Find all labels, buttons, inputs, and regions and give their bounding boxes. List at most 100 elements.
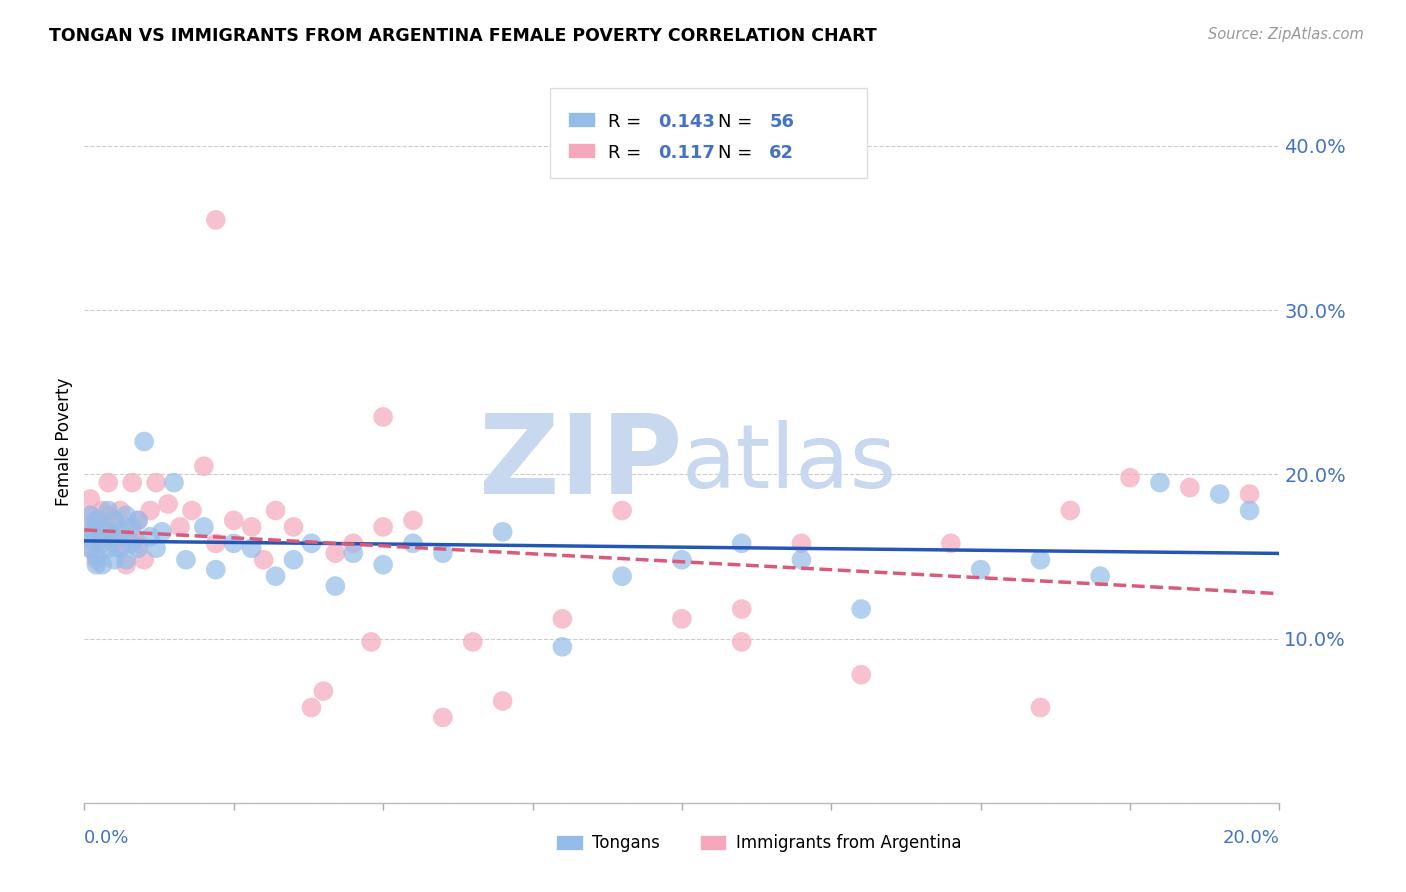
Point	[121, 536, 143, 550]
Point	[312, 684, 335, 698]
Text: TONGAN VS IMMIGRANTS FROM ARGENTINA FEMALE POVERTY CORRELATION CHART: TONGAN VS IMMIGRANTS FROM ARGENTINA FEMA…	[49, 27, 877, 45]
Point	[264, 569, 287, 583]
Point	[139, 530, 162, 544]
Point	[86, 520, 108, 534]
Point	[551, 612, 574, 626]
Point	[373, 558, 395, 572]
Point	[283, 553, 305, 567]
Point	[402, 513, 425, 527]
Point	[222, 536, 245, 550]
Point	[79, 533, 101, 547]
Point	[91, 530, 114, 544]
Text: Source: ZipAtlas.com: Source: ZipAtlas.com	[1208, 27, 1364, 42]
Point	[253, 553, 276, 567]
Text: R =: R =	[607, 145, 647, 162]
Point	[97, 530, 120, 544]
Bar	[568, 144, 595, 158]
Bar	[557, 835, 582, 850]
Point	[103, 530, 125, 544]
Point	[342, 536, 364, 550]
Point	[373, 520, 395, 534]
Point	[97, 503, 120, 517]
Point	[79, 541, 101, 556]
Point	[205, 212, 228, 227]
Point	[91, 530, 114, 544]
Text: ZIP: ZIP	[478, 409, 682, 516]
Point	[127, 536, 149, 550]
Point	[492, 524, 515, 539]
Point	[301, 700, 323, 714]
Point	[432, 546, 454, 560]
Point	[790, 553, 813, 567]
Point	[283, 520, 305, 534]
Text: 20.0%: 20.0%	[1223, 829, 1279, 847]
Point	[1059, 503, 1081, 517]
Point	[1090, 569, 1112, 583]
Point	[1029, 700, 1052, 714]
FancyBboxPatch shape	[551, 87, 868, 178]
Point	[360, 635, 382, 649]
Point	[163, 475, 186, 490]
Point	[551, 640, 574, 654]
Point	[115, 558, 138, 572]
Point	[612, 503, 634, 517]
Point	[1239, 487, 1261, 501]
Point	[91, 520, 114, 534]
Point	[193, 520, 215, 534]
Point	[110, 524, 132, 539]
Point	[103, 524, 125, 539]
Point	[157, 497, 180, 511]
Point	[79, 524, 101, 539]
Point	[174, 553, 197, 567]
Point	[240, 541, 263, 556]
Point	[671, 553, 693, 567]
Point	[240, 520, 263, 534]
Point	[127, 513, 149, 527]
Point	[79, 508, 101, 523]
Point	[222, 513, 245, 527]
Text: 0.117: 0.117	[658, 145, 714, 162]
Point	[103, 536, 125, 550]
Point	[79, 508, 101, 523]
Point	[1178, 481, 1201, 495]
Point	[86, 513, 108, 527]
Point	[1149, 475, 1171, 490]
Bar	[700, 835, 725, 850]
Point	[970, 563, 993, 577]
Point	[193, 459, 215, 474]
Point	[1119, 470, 1142, 484]
Point	[342, 546, 364, 560]
Point	[264, 503, 287, 517]
Point	[181, 503, 204, 517]
Text: Tongans: Tongans	[592, 833, 661, 852]
Point	[150, 524, 173, 539]
Point	[790, 536, 813, 550]
Point	[86, 549, 108, 564]
Point	[132, 434, 156, 449]
Point	[127, 541, 149, 556]
Bar	[568, 112, 595, 128]
Point	[139, 503, 162, 517]
Point	[110, 541, 132, 556]
Point	[127, 513, 149, 527]
Point	[145, 475, 167, 490]
Point	[86, 536, 108, 550]
Point	[103, 513, 125, 527]
Y-axis label: Female Poverty: Female Poverty	[55, 377, 73, 506]
Text: 0.143: 0.143	[658, 113, 714, 131]
Point	[103, 513, 125, 527]
Point	[731, 602, 754, 616]
Text: Immigrants from Argentina: Immigrants from Argentina	[735, 833, 962, 852]
Point	[205, 536, 228, 550]
Text: 62: 62	[769, 145, 794, 162]
Point	[115, 520, 138, 534]
Point	[121, 520, 143, 534]
Point	[121, 475, 143, 490]
Point	[1239, 503, 1261, 517]
Point	[145, 541, 167, 556]
Text: 56: 56	[769, 113, 794, 131]
Point	[461, 635, 484, 649]
Point	[115, 553, 138, 567]
Point	[325, 546, 347, 560]
Point	[110, 503, 132, 517]
